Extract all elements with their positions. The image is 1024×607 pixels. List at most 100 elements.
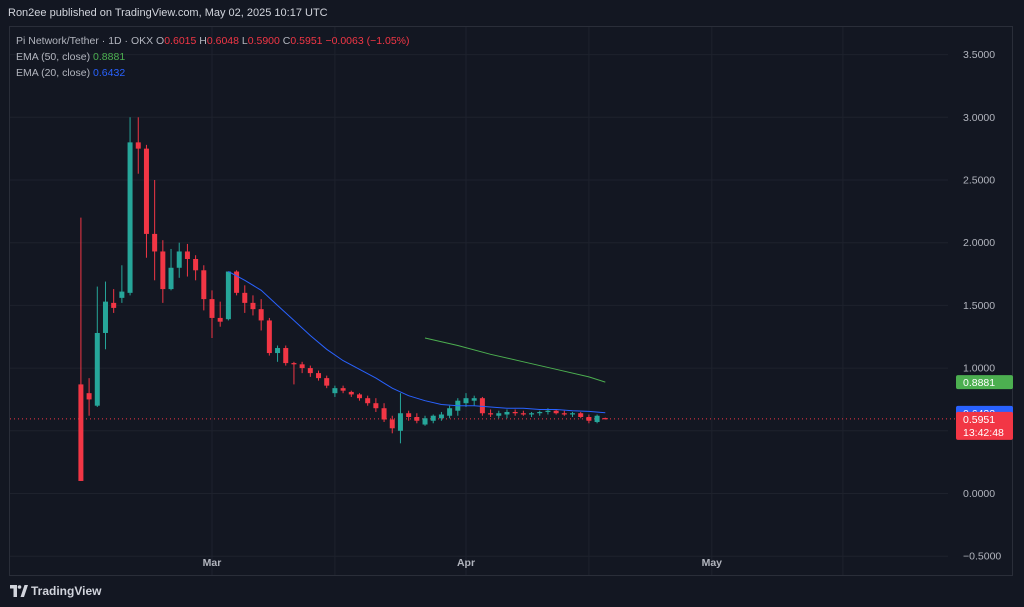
change-value: −0.0063 (−1.05%) [325, 35, 410, 47]
candle-body [340, 388, 346, 391]
publisher-text: Ron2ee published on TradingView.com, May… [8, 7, 328, 19]
candle-body [266, 320, 272, 354]
candle-body [94, 332, 100, 406]
candle-body [373, 403, 379, 409]
candle-body [520, 413, 526, 415]
ema20-line [228, 271, 606, 414]
candle-body [275, 348, 281, 354]
candle-body [553, 410, 559, 414]
x-tick-label: Apr [457, 557, 475, 569]
candle-body [365, 398, 371, 404]
y-tick-label: 1.0000 [963, 363, 995, 375]
candle-body [602, 418, 608, 420]
ohlc-row: Pi Network/Tether · 1D · OKX O0.6015 H0.… [16, 33, 410, 49]
ema50-tag [956, 375, 1013, 390]
candle-body [422, 418, 428, 425]
candle-body [561, 413, 567, 415]
candle-body [184, 251, 190, 259]
y-tick-label: 1.5000 [963, 300, 995, 312]
high-value: 0.6048 [206, 35, 239, 47]
candle-body [234, 271, 240, 293]
candle-body [594, 415, 600, 423]
candle-body [143, 148, 149, 234]
candle-body [135, 142, 141, 149]
candle-body [348, 391, 354, 395]
high-label: H [199, 35, 207, 47]
candle-body [479, 398, 485, 414]
low-value: 0.5900 [247, 35, 280, 47]
y-tick-label: 2.5000 [963, 174, 995, 186]
candle-body [242, 292, 248, 303]
chart-legend: Pi Network/Tether · 1D · OKX O0.6015 H0.… [16, 33, 410, 81]
candle-body [570, 413, 576, 415]
candle-body [111, 302, 117, 308]
x-tick-label: Mar [203, 557, 222, 569]
close-label: C [282, 35, 291, 47]
tradingview-brand[interactable]: TradingView [31, 584, 102, 598]
open-label: O [156, 35, 165, 47]
candle-body [545, 410, 551, 412]
candle-body [152, 233, 158, 252]
candle-body [258, 309, 264, 321]
candle-body [447, 408, 453, 416]
candle-body [283, 348, 289, 364]
candle-body [201, 270, 207, 300]
candle-body [356, 394, 362, 399]
candle-body [586, 416, 592, 421]
low-label: L [241, 35, 248, 47]
y-tick-label: 3.0000 [963, 112, 995, 124]
candle-body [504, 411, 510, 415]
candles [78, 117, 608, 481]
candle-body [537, 411, 543, 414]
candle-body [471, 398, 477, 401]
x-tick-label: May [702, 557, 723, 569]
ema20-value: 0.6432 [93, 67, 126, 79]
candle-body [324, 378, 330, 386]
close-value: 0.5951 [290, 35, 323, 47]
candle-body [578, 413, 584, 417]
price-chart[interactable]: 3.50003.00002.50002.00001.50001.00000.50… [0, 0, 1024, 577]
candle-body [389, 419, 395, 429]
candle-body [438, 414, 444, 419]
price-tags: 0.8881 0.6432 0.5951 13:42:48 [956, 375, 1013, 440]
y-tick-label: 2.0000 [963, 237, 995, 249]
ema20-row[interactable]: EMA (20, close) 0.6432 [16, 65, 410, 81]
candle-body [381, 408, 387, 420]
tradingview-logo-icon[interactable] [10, 585, 28, 597]
candle-body [176, 251, 182, 268]
candle-body [250, 302, 256, 310]
candle-body [225, 271, 231, 320]
candle-body [397, 413, 403, 431]
candle-body [160, 251, 166, 290]
ema50-row[interactable]: EMA (50, close) 0.8881 [16, 49, 410, 65]
publisher-bar: Ron2ee published on TradingView.com, May… [0, 0, 1024, 26]
ema50-tag-text: 0.8881 [963, 377, 995, 389]
countdown-text: 13:42:48 [963, 427, 1004, 439]
candle-body [78, 384, 84, 481]
candle-body [299, 364, 305, 369]
candle-body [102, 301, 108, 333]
candle-body [307, 368, 313, 374]
ema50-line [424, 337, 606, 383]
price-axis: 3.50003.00002.50002.00001.50001.00000.50… [963, 49, 1001, 563]
y-tick-label: 0.0000 [963, 488, 995, 500]
candle-body [414, 416, 420, 421]
y-tick-label: −0.5000 [963, 551, 1001, 563]
ema50-value: 0.8881 [93, 51, 126, 63]
ema20-label: EMA (20, close) [16, 67, 91, 79]
candle-body [119, 291, 125, 298]
y-tick-label: 3.5000 [963, 49, 995, 61]
candle-body [430, 415, 436, 421]
candle-body [127, 142, 133, 293]
candle-body [86, 393, 92, 400]
candle-body [316, 373, 322, 379]
candle-body [496, 413, 502, 416]
candle-body [291, 363, 297, 365]
ema50-label: EMA (50, close) [16, 51, 91, 63]
candle-body [463, 398, 469, 404]
symbol-label[interactable]: Pi Network/Tether · 1D · OKX [16, 35, 154, 47]
candle-body [209, 299, 215, 318]
candle-body [217, 317, 223, 322]
footer-bar [0, 577, 1024, 607]
candle-body [332, 388, 338, 394]
